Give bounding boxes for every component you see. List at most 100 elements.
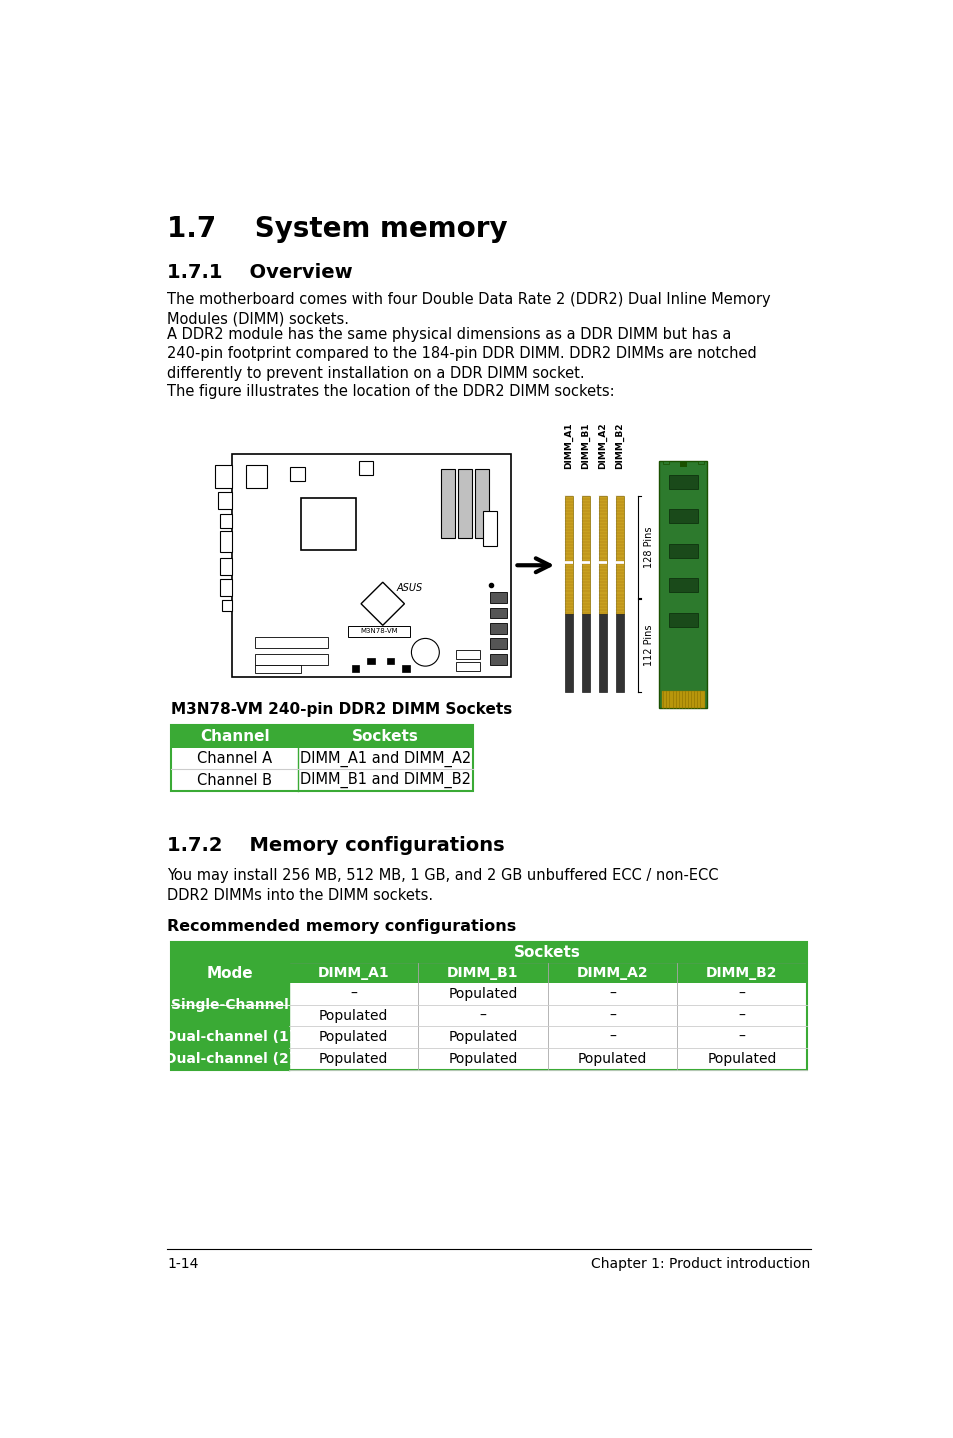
Bar <box>171 1027 289 1048</box>
Bar <box>301 498 355 549</box>
Bar <box>220 580 232 597</box>
Bar <box>677 963 806 984</box>
Text: Sockets: Sockets <box>514 945 580 961</box>
Text: Populated: Populated <box>578 1051 646 1066</box>
Bar <box>547 963 677 984</box>
Bar <box>489 608 506 618</box>
Bar <box>171 769 473 791</box>
Bar <box>581 614 589 692</box>
Bar <box>668 613 698 627</box>
Text: –: – <box>608 1008 616 1022</box>
Text: DIMM_B2: DIMM_B2 <box>615 423 624 469</box>
Text: –: – <box>479 1008 486 1022</box>
Text: Populated: Populated <box>448 1051 517 1066</box>
Text: 1.7.2    Memory configurations: 1.7.2 Memory configurations <box>167 835 504 854</box>
Bar <box>662 462 668 464</box>
Bar <box>289 984 806 1005</box>
Bar <box>440 469 455 538</box>
Text: Single-Channel: Single-Channel <box>171 998 289 1012</box>
Text: M3N78-VM: M3N78-VM <box>359 628 397 634</box>
Bar <box>171 1048 289 1070</box>
Text: Populated: Populated <box>448 986 517 1001</box>
Text: M3N78-VM 240-pin DDR2 DIMM Sockets: M3N78-VM 240-pin DDR2 DIMM Sockets <box>171 702 512 716</box>
Bar <box>668 509 698 523</box>
Bar <box>232 453 510 677</box>
Bar <box>386 657 394 664</box>
Text: DIMM_A2: DIMM_A2 <box>598 423 607 469</box>
Text: DIMM_A1 and DIMM_A2: DIMM_A1 and DIMM_A2 <box>300 751 471 766</box>
Text: –: – <box>738 1030 744 1044</box>
Bar <box>402 666 410 672</box>
Bar <box>456 661 479 670</box>
Text: DIMM_A1: DIMM_A1 <box>317 966 389 981</box>
Bar <box>289 942 806 963</box>
Text: Channel B: Channel B <box>197 772 272 788</box>
Text: Sockets: Sockets <box>352 729 418 743</box>
Text: The figure illustrates the location of the DDR2 DIMM sockets:: The figure illustrates the location of t… <box>167 384 615 400</box>
Bar <box>659 462 707 707</box>
Text: Mode: Mode <box>207 966 253 981</box>
Bar <box>348 626 410 637</box>
Bar <box>668 544 698 558</box>
Text: –: – <box>738 1008 744 1022</box>
Bar <box>220 531 232 552</box>
Text: 128 Pins: 128 Pins <box>643 526 653 568</box>
Bar <box>581 561 589 564</box>
Text: Populated: Populated <box>448 1030 517 1044</box>
Text: –: – <box>608 986 616 1001</box>
Text: –: – <box>608 1030 616 1044</box>
Bar <box>221 600 232 611</box>
Text: Channel: Channel <box>199 729 269 743</box>
Bar <box>289 1005 806 1027</box>
Text: Dual-channel (1): Dual-channel (1) <box>165 1030 294 1044</box>
Text: DIMM_A2: DIMM_A2 <box>576 966 648 981</box>
Text: Chapter 1: Product introduction: Chapter 1: Product introduction <box>591 1257 810 1271</box>
Text: DIMM_B1 and DIMM_B2: DIMM_B1 and DIMM_B2 <box>300 772 471 788</box>
Bar <box>668 475 698 489</box>
Text: Channel A: Channel A <box>197 751 272 766</box>
Bar <box>171 942 806 1070</box>
Text: 1.7.1    Overview: 1.7.1 Overview <box>167 263 353 282</box>
Bar <box>598 614 606 692</box>
Bar <box>171 725 473 748</box>
Text: Recommended memory configurations: Recommended memory configurations <box>167 919 516 933</box>
Bar <box>171 725 473 791</box>
Bar <box>475 469 488 538</box>
Bar <box>254 637 328 647</box>
Bar <box>220 558 232 575</box>
Bar <box>564 496 572 614</box>
Bar <box>352 666 359 672</box>
Bar <box>581 496 589 614</box>
Text: –: – <box>738 986 744 1001</box>
Bar <box>483 512 497 546</box>
Bar <box>616 614 623 692</box>
Bar <box>598 496 606 614</box>
Text: Populated: Populated <box>318 1008 388 1022</box>
Text: The motherboard comes with four Double Data Rate 2 (DDR2) Dual Inline Memory
Mod: The motherboard comes with four Double D… <box>167 292 770 326</box>
Circle shape <box>411 638 439 666</box>
Text: You may install 256 MB, 512 MB, 1 GB, and 2 GB unbuffered ECC / non-ECC
DDR2 DIM: You may install 256 MB, 512 MB, 1 GB, an… <box>167 869 718 903</box>
Bar <box>359 462 373 475</box>
Text: DIMM_B2: DIMM_B2 <box>705 966 777 981</box>
Text: –: – <box>350 986 356 1001</box>
Bar <box>367 657 375 664</box>
Bar <box>661 690 704 707</box>
Bar <box>289 1048 806 1070</box>
Bar <box>289 963 417 984</box>
Bar <box>616 496 623 614</box>
Bar <box>290 467 305 480</box>
Text: DIMM_B1: DIMM_B1 <box>580 423 590 469</box>
Text: A DDR2 module has the same physical dimensions as a DDR DIMM but has a
240-pin f: A DDR2 module has the same physical dime… <box>167 326 757 381</box>
Text: Populated: Populated <box>318 1030 388 1044</box>
Text: 1-14: 1-14 <box>167 1257 198 1271</box>
Bar <box>220 513 232 528</box>
Bar <box>171 942 289 984</box>
Bar <box>254 654 328 664</box>
Text: Populated: Populated <box>318 1051 388 1066</box>
Bar <box>668 578 698 592</box>
Bar <box>564 561 572 564</box>
Bar <box>171 984 289 1027</box>
Text: ASUS: ASUS <box>396 584 422 594</box>
Bar <box>616 561 623 564</box>
Bar <box>598 561 606 564</box>
